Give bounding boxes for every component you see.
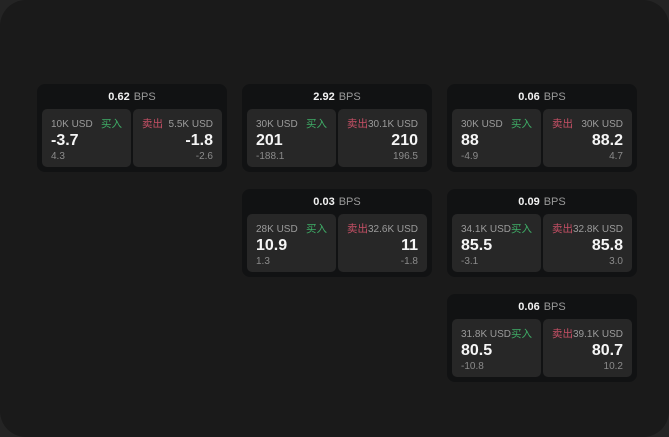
quote-card: 0.09 BPS 34.1K USD 买入 85.5 -3.1 卖出 32.8K… xyxy=(447,189,637,277)
buy-price: -3.7 xyxy=(51,132,79,150)
buy-sub-value: 4.3 xyxy=(51,151,65,162)
bps-label: BPS xyxy=(133,90,156,103)
buy-amount: 30K USD xyxy=(256,119,298,130)
bps-label: BPS xyxy=(543,300,566,313)
buy-price: 201 xyxy=(256,132,283,150)
sell-label: 卖出 xyxy=(347,223,368,235)
bps-label: BPS xyxy=(543,195,566,208)
bps-label: BPS xyxy=(338,195,361,208)
sell-panel[interactable]: 卖出 30K USD 88.2 4.7 xyxy=(543,109,632,167)
sell-amount: 39.1K USD xyxy=(573,329,624,340)
buy-sub-value: 1.3 xyxy=(256,256,270,267)
buy-sub-value: -3.1 xyxy=(461,256,479,267)
buy-panel[interactable]: 31.8K USD 买入 80.5 -10.8 xyxy=(452,319,541,377)
quote-board: 0.62 BPS 10K USD 买入 -3.7 4.3 卖出 5.5K USD xyxy=(37,84,637,382)
buy-amount: 10K USD xyxy=(51,119,93,130)
spread-value: 0.62 xyxy=(108,90,130,103)
buy-label: 买入 xyxy=(306,118,327,130)
quote-card: 0.62 BPS 10K USD 买入 -3.7 4.3 卖出 5.5K USD xyxy=(37,84,227,172)
spread-header: 0.06 BPS xyxy=(447,294,637,319)
spread-value: 0.09 xyxy=(518,195,540,208)
sell-panel[interactable]: 卖出 30.1K USD 210 196.5 xyxy=(338,109,427,167)
sell-panel[interactable]: 卖出 32.8K USD 85.8 3.0 xyxy=(543,214,632,272)
buy-panel[interactable]: 10K USD 买入 -3.7 4.3 xyxy=(42,109,131,167)
spread-value: 0.06 xyxy=(518,90,540,103)
quote-card: 0.06 BPS 30K USD 买入 88 -4.9 卖出 30K USD xyxy=(447,84,637,172)
buy-price: 88 xyxy=(461,132,479,150)
buy-label: 买入 xyxy=(511,328,533,340)
sell-price: 88.2 xyxy=(591,132,623,150)
quote-card: 2.92 BPS 30K USD 买入 201 -188.1 卖出 30.1K … xyxy=(242,84,432,172)
buy-panel[interactable]: 30K USD 买入 201 -188.1 xyxy=(247,109,336,167)
sell-panel[interactable]: 卖出 5.5K USD -1.8 -2.6 xyxy=(133,109,222,167)
buy-panel[interactable]: 28K USD 买入 10.9 1.3 xyxy=(247,214,336,272)
sell-price: 85.8 xyxy=(591,237,623,255)
sell-sub-value: 10.2 xyxy=(603,361,623,372)
sell-price: 210 xyxy=(391,132,418,150)
spread-header: 0.06 BPS xyxy=(447,84,637,109)
sell-label: 卖出 xyxy=(552,328,573,340)
buy-label: 买入 xyxy=(101,118,122,130)
buy-panel[interactable]: 30K USD 买入 88 -4.9 xyxy=(452,109,541,167)
buy-amount: 28K USD xyxy=(256,224,298,235)
sell-sub-value: -1.8 xyxy=(400,256,418,267)
quote-card: 0.06 BPS 31.8K USD 买入 80.5 -10.8 卖出 39.1… xyxy=(447,294,637,382)
spread-header: 0.09 BPS xyxy=(447,189,637,214)
buy-amount: 31.8K USD xyxy=(461,329,512,340)
spread-header: 0.03 BPS xyxy=(242,189,432,214)
buy-sub-value: -4.9 xyxy=(461,151,479,162)
spread-header: 2.92 BPS xyxy=(242,84,432,109)
buy-amount: 30K USD xyxy=(461,119,503,130)
spread-value: 0.06 xyxy=(518,300,540,313)
sell-panel[interactable]: 卖出 39.1K USD 80.7 10.2 xyxy=(543,319,632,377)
buy-sub-value: -10.8 xyxy=(461,361,484,372)
buy-sub-value: -188.1 xyxy=(256,151,285,162)
sell-amount: 30.1K USD xyxy=(368,119,419,130)
sell-price: 11 xyxy=(401,237,418,255)
buy-price: 10.9 xyxy=(256,237,288,255)
sell-panel[interactable]: 卖出 32.6K USD 11 -1.8 xyxy=(338,214,427,272)
spread-value: 2.92 xyxy=(313,90,335,103)
sell-price: 80.7 xyxy=(591,342,623,360)
buy-label: 买入 xyxy=(511,118,532,130)
sell-sub-value: -2.6 xyxy=(195,151,213,162)
spread-header: 0.62 BPS xyxy=(37,84,227,109)
sell-sub-value: 196.5 xyxy=(392,151,418,162)
buy-amount: 34.1K USD xyxy=(461,224,512,235)
bps-label: BPS xyxy=(543,90,566,103)
sell-label: 卖出 xyxy=(552,223,573,235)
sell-amount: 30K USD xyxy=(581,119,623,130)
sell-label: 卖出 xyxy=(552,118,573,130)
sell-sub-value: 4.7 xyxy=(609,151,623,162)
sell-amount: 5.5K USD xyxy=(168,119,213,130)
buy-label: 买入 xyxy=(511,223,533,235)
sell-label: 卖出 xyxy=(142,118,163,130)
buy-price: 80.5 xyxy=(461,342,493,360)
spread-value: 0.03 xyxy=(313,195,335,208)
quote-card: 0.03 BPS 28K USD 买入 10.9 1.3 卖出 32.6K US… xyxy=(242,189,432,277)
buy-price: 85.5 xyxy=(461,237,493,255)
sell-price: -1.8 xyxy=(185,132,213,150)
sell-sub-value: 3.0 xyxy=(609,256,623,267)
sell-amount: 32.8K USD xyxy=(573,224,624,235)
sell-label: 卖出 xyxy=(347,118,368,130)
bps-label: BPS xyxy=(338,90,361,103)
buy-panel[interactable]: 34.1K USD 买入 85.5 -3.1 xyxy=(452,214,541,272)
sell-amount: 32.6K USD xyxy=(368,224,419,235)
buy-label: 买入 xyxy=(306,223,327,235)
